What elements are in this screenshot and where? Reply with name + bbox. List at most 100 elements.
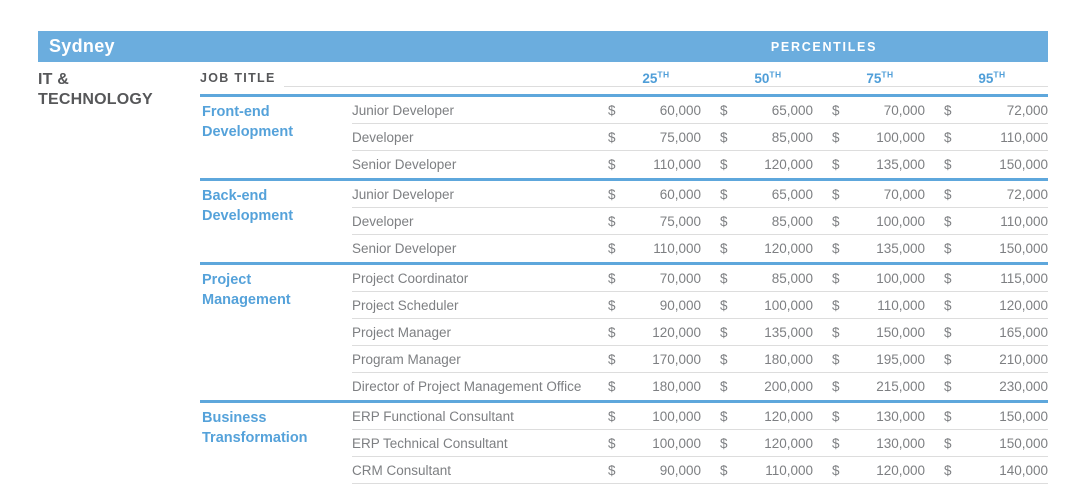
salary-value: 120,000 bbox=[764, 408, 813, 424]
salary-cell: $130,000 bbox=[824, 436, 936, 451]
category-label: Business Transformation bbox=[202, 410, 308, 447]
table-row: Program Manager $170,000 $180,000 $195,000 $… bbox=[352, 346, 1048, 373]
group-rows: Junior Developer $60,000 $65,000 $70,000 $72… bbox=[352, 97, 1048, 178]
table-row: Senior Developer $110,000 $120,000 $135,000… bbox=[352, 235, 1048, 262]
currency-symbol: $ bbox=[720, 462, 728, 478]
table-row: Junior Developer $60,000 $65,000 $70,000 $72… bbox=[352, 181, 1048, 208]
currency-symbol: $ bbox=[944, 186, 952, 202]
salary-value: 90,000 bbox=[659, 297, 701, 313]
currency-symbol: $ bbox=[832, 297, 840, 313]
category-label: Front-end Development bbox=[202, 104, 294, 141]
job-title-cell: Project Coordinator bbox=[352, 270, 469, 286]
salary-value: 85,000 bbox=[771, 270, 813, 286]
salary-cell: $120,000 bbox=[712, 409, 824, 424]
currency-symbol: $ bbox=[720, 324, 728, 340]
job-title-cell: Junior Developer bbox=[352, 186, 455, 202]
salary-cell: $70,000 bbox=[600, 271, 712, 286]
salary-value: 65,000 bbox=[771, 186, 813, 202]
category-group: Business Transformation ERP Functional Co… bbox=[200, 403, 1048, 484]
salary-cell: $130,000 bbox=[824, 409, 936, 424]
salary-cell: $120,000 bbox=[712, 157, 824, 172]
salary-value: 195,000 bbox=[876, 351, 925, 367]
job-title-cell: Project Scheduler bbox=[352, 297, 459, 313]
salary-cell: $115,000 bbox=[936, 271, 1048, 286]
table-row: ERP Technical Consultant $100,000 $120,000… bbox=[352, 430, 1048, 457]
job-title-cell: ERP Technical Consultant bbox=[352, 435, 508, 451]
job-title-column-header: JOB TITLE bbox=[200, 71, 276, 85]
currency-symbol: $ bbox=[608, 129, 616, 145]
salary-cell: $170,000 bbox=[600, 352, 712, 367]
salary-cell: $150,000 bbox=[936, 436, 1048, 451]
salary-value: 72,000 bbox=[1006, 102, 1048, 118]
table-row: Director of Project Management Office $18… bbox=[352, 373, 1048, 400]
salary-cell: $72,000 bbox=[936, 187, 1048, 202]
salary-cell: $65,000 bbox=[712, 103, 824, 118]
percentile-column-header: 75TH bbox=[866, 69, 894, 86]
salary-value: 85,000 bbox=[771, 129, 813, 145]
salary-cell: $60,000 bbox=[600, 103, 712, 118]
salary-cell: $100,000 bbox=[824, 271, 936, 286]
salary-cell: $150,000 bbox=[936, 157, 1048, 172]
salary-value: 60,000 bbox=[659, 102, 701, 118]
category-label: Back-end Development bbox=[202, 188, 294, 225]
salary-value: 110,000 bbox=[653, 241, 701, 256]
job-title-cell: Project Manager bbox=[352, 324, 452, 340]
salary-value: 110,000 bbox=[765, 462, 813, 478]
salary-cell: $85,000 bbox=[712, 214, 824, 229]
currency-symbol: $ bbox=[832, 241, 840, 256]
table-body: Front-end Development Junior Developer $60… bbox=[200, 97, 1048, 484]
salary-value: 110,000 bbox=[1000, 213, 1048, 229]
salary-value: 100,000 bbox=[652, 408, 701, 424]
currency-symbol: $ bbox=[720, 102, 728, 118]
salary-value: 150,000 bbox=[999, 408, 1048, 424]
salary-cell: $180,000 bbox=[600, 379, 712, 394]
salary-value: 100,000 bbox=[876, 213, 925, 229]
job-title-cell: Junior Developer bbox=[352, 102, 455, 118]
currency-symbol: $ bbox=[832, 129, 840, 145]
salary-value: 70,000 bbox=[883, 102, 925, 118]
salary-cell: $70,000 bbox=[824, 103, 936, 118]
salary-value: 70,000 bbox=[659, 270, 701, 286]
salary-cell: $72,000 bbox=[936, 103, 1048, 118]
salary-value: 110,000 bbox=[877, 297, 925, 313]
currency-symbol: $ bbox=[944, 102, 952, 118]
currency-symbol: $ bbox=[944, 435, 952, 451]
salary-cell: $110,000 bbox=[600, 241, 712, 256]
salary-value: 120,000 bbox=[764, 241, 813, 256]
salary-cell: $165,000 bbox=[936, 325, 1048, 340]
currency-symbol: $ bbox=[832, 435, 840, 451]
salary-cell: $110,000 bbox=[712, 463, 824, 478]
salary-value: 210,000 bbox=[999, 351, 1048, 367]
salary-value: 120,000 bbox=[764, 157, 813, 172]
category-group: Front-end Development Junior Developer $60… bbox=[200, 97, 1048, 181]
currency-symbol: $ bbox=[608, 324, 616, 340]
salary-value: 180,000 bbox=[652, 379, 701, 394]
currency-symbol: $ bbox=[608, 241, 616, 256]
category-group: Project Management Project Coordinator $70… bbox=[200, 265, 1048, 403]
salary-value: 165,000 bbox=[999, 324, 1048, 340]
salary-value: 130,000 bbox=[876, 408, 925, 424]
salary-cell: $195,000 bbox=[824, 352, 936, 367]
salary-value: 200,000 bbox=[764, 379, 813, 394]
salary-value: 135,000 bbox=[764, 324, 813, 340]
header-hairline bbox=[284, 86, 1048, 87]
salary-cell: $230,000 bbox=[936, 379, 1048, 394]
location-header-bar: Sydney PERCENTILES bbox=[38, 31, 1048, 62]
category-group: Back-end Development Junior Developer $60,… bbox=[200, 181, 1048, 265]
salary-cell: $110,000 bbox=[600, 157, 712, 172]
salary-cell: $110,000 bbox=[936, 130, 1048, 145]
salary-value: 60,000 bbox=[659, 186, 701, 202]
salary-value: 120,000 bbox=[876, 462, 925, 478]
currency-symbol: $ bbox=[832, 186, 840, 202]
table-row: CRM Consultant $90,000 $110,000 $120,000 $14… bbox=[352, 457, 1048, 484]
salary-cell: $100,000 bbox=[824, 214, 936, 229]
currency-symbol: $ bbox=[944, 129, 952, 145]
salary-value: 180,000 bbox=[764, 351, 813, 367]
currency-symbol: $ bbox=[944, 408, 952, 424]
salary-cell: $60,000 bbox=[600, 187, 712, 202]
currency-symbol: $ bbox=[720, 213, 728, 229]
salary-cell: $70,000 bbox=[824, 187, 936, 202]
currency-symbol: $ bbox=[944, 379, 952, 394]
salary-table: JOB TITLE 25TH 50TH 75TH 95TH Front-end Dev… bbox=[200, 62, 1048, 484]
currency-symbol: $ bbox=[608, 351, 616, 367]
